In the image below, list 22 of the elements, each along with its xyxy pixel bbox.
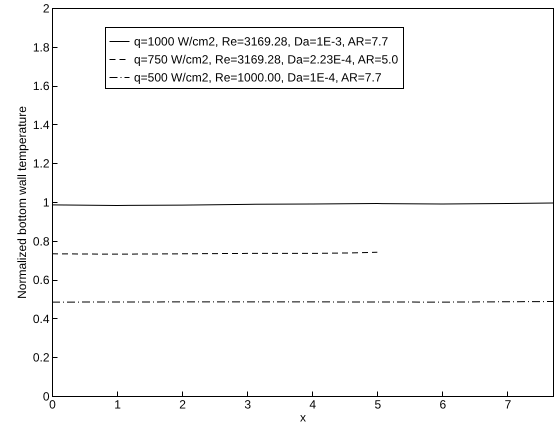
x-axis-title: x (300, 410, 306, 424)
y-tick-label: 0.8 (32, 234, 50, 248)
y-tick-label: 1 (42, 196, 50, 210)
x-tick-label: 7 (504, 398, 512, 412)
y-tick-label: 2 (42, 2, 50, 16)
y-tick-label: 1.2 (32, 156, 50, 171)
y-tick-label: 0.6 (32, 273, 50, 288)
x-tick-label: 4 (309, 398, 316, 412)
x-tick-label: 1 (114, 398, 122, 412)
legend-label: q=750 W/cm2, Re=3169.28, Da=2.23E-4, AR=5.0 (134, 52, 398, 66)
y-tick-label: 1.6 (32, 79, 50, 94)
legend-label: q=1000 W/cm2, Re=3169.28, Da=1E-3, AR=7.7 (134, 34, 388, 48)
x-tick-label: 3 (244, 398, 252, 412)
y-tick-label: 1.8 (32, 40, 50, 54)
y-tick-label: 0.2 (32, 350, 50, 365)
y-axis-title: Normalized bottom wall temperature (14, 106, 29, 299)
x-tick-label: 2 (179, 398, 186, 412)
y-tick-label: 0.4 (32, 312, 50, 326)
y-tick-label: 1.4 (32, 118, 50, 132)
legend-label: q=500 W/cm2, Re=1000.00, Da=1E-4, AR=7.7 (134, 70, 382, 84)
x-tick-label: 5 (374, 398, 382, 412)
x-tick-label: 6 (440, 398, 447, 412)
